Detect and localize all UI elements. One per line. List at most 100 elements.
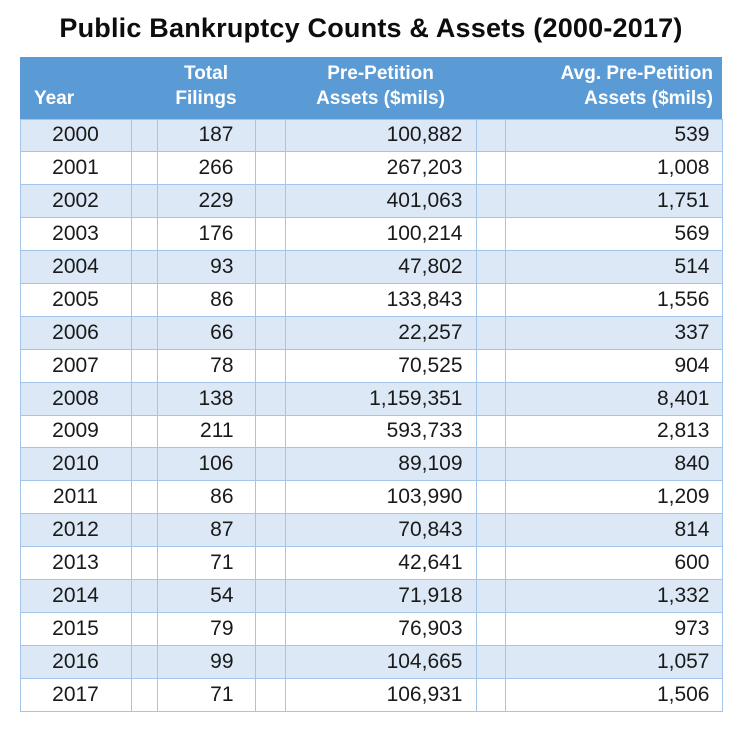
filings-cell: 229	[156, 184, 256, 219]
filings-cell: 79	[156, 611, 256, 646]
table-row-2017: 2017 71 106,931 1,506	[19, 677, 723, 712]
spacer-cell	[475, 611, 506, 646]
year-cell: 2000	[19, 118, 132, 153]
filings-cell: 93	[156, 250, 256, 284]
year-cell: 2008	[19, 381, 132, 416]
header-total-filings-line2: Filings	[175, 88, 237, 110]
table-row-2015: 2015 79 76,903 973	[19, 611, 723, 646]
year-cell: 2003	[19, 217, 132, 252]
filings-cell: 66	[156, 315, 256, 350]
year-cell: 2009	[19, 414, 132, 449]
year-cell: 2005	[19, 282, 132, 317]
table-row-2014: 2014 54 71,918 1,332	[19, 578, 723, 613]
spacer-cell	[130, 480, 158, 515]
filings-cell: 266	[156, 151, 256, 186]
table-row-2009: 2009 211 593,733 2,813	[19, 414, 723, 449]
avg-assets-cell: 1,209	[504, 480, 723, 515]
spacer-cell	[254, 250, 286, 284]
avg-assets-cell: 904	[504, 348, 723, 383]
spacer-cell	[130, 513, 158, 548]
header-prepetition-assets: Pre-Petition Assets ($mils)	[285, 57, 476, 119]
spacer-cell	[475, 184, 506, 219]
spacer-cell	[475, 315, 506, 350]
spacer-cell	[475, 644, 506, 679]
year-cell: 2002	[19, 184, 132, 219]
assets-cell: 42,641	[284, 546, 477, 580]
spacer-cell	[254, 644, 286, 679]
filings-cell: 78	[156, 348, 256, 383]
bankruptcy-table: Year Total Filings Pre-Petition Assets (…	[19, 57, 723, 712]
spacer-cell	[254, 184, 286, 219]
assets-cell: 89,109	[284, 447, 477, 482]
filings-cell: 176	[156, 217, 256, 252]
assets-cell: 103,990	[284, 480, 477, 515]
table-row-2002: 2002 229 401,063 1,751	[19, 184, 723, 219]
table-row-2016: 2016 99 104,665 1,057	[19, 644, 723, 679]
spacer-cell	[130, 677, 158, 712]
spacer-cell	[475, 250, 506, 284]
header-total-filings: Total Filings	[157, 57, 255, 119]
table-header: Year Total Filings Pre-Petition Assets (…	[20, 57, 722, 119]
filings-cell: 106	[156, 447, 256, 482]
header-spacer	[476, 57, 505, 119]
table-row-2004: 2004 93 47,802 514	[19, 250, 723, 284]
spacer-cell	[254, 282, 286, 317]
header-spacer	[131, 57, 157, 119]
header-spacer	[255, 57, 285, 119]
filings-cell: 86	[156, 282, 256, 317]
filings-cell: 211	[156, 414, 256, 449]
spacer-cell	[475, 447, 506, 482]
filings-cell: 187	[156, 118, 256, 153]
table-row-2003: 2003 176 100,214 569	[19, 217, 723, 252]
spacer-cell	[475, 282, 506, 317]
spacer-cell	[254, 677, 286, 712]
assets-cell: 76,903	[284, 611, 477, 646]
year-cell: 2011	[19, 480, 132, 515]
avg-assets-cell: 600	[504, 546, 723, 580]
spacer-cell	[254, 315, 286, 350]
assets-cell: 47,802	[284, 250, 477, 284]
spacer-cell	[475, 381, 506, 416]
spacer-cell	[254, 447, 286, 482]
assets-cell: 100,882	[284, 118, 477, 153]
table-body: 2000 187 100,882 539 2001 266 267,203 1,…	[19, 118, 723, 712]
assets-cell: 401,063	[284, 184, 477, 219]
table-row-2012: 2012 87 70,843 814	[19, 513, 723, 548]
assets-cell: 70,525	[284, 348, 477, 383]
table-row-2001: 2001 266 267,203 1,008	[19, 151, 723, 186]
avg-assets-cell: 569	[504, 217, 723, 252]
header-total-filings-line1: Total	[184, 63, 228, 85]
filings-cell: 138	[156, 381, 256, 416]
avg-assets-cell: 1,751	[504, 184, 723, 219]
spacer-cell	[130, 578, 158, 613]
spacer-cell	[130, 644, 158, 679]
spacer-cell	[130, 381, 158, 416]
page-title: Public Bankruptcy Counts & Assets (2000-…	[59, 13, 683, 43]
spacer-cell	[254, 217, 286, 252]
year-cell: 2017	[19, 677, 132, 712]
spacer-cell	[130, 348, 158, 383]
header-prepetition-assets-line1: Pre-Petition	[327, 63, 434, 85]
spacer-cell	[130, 118, 158, 153]
year-cell: 2006	[19, 315, 132, 350]
filings-cell: 71	[156, 546, 256, 580]
spacer-cell	[475, 151, 506, 186]
spacer-cell	[254, 348, 286, 383]
spacer-cell	[475, 348, 506, 383]
header-avg-prepetition-assets-line2: Assets ($mils)	[584, 88, 713, 110]
spacer-cell	[475, 414, 506, 449]
table-row-2000: 2000 187 100,882 539	[19, 118, 723, 153]
spacer-cell	[130, 447, 158, 482]
spacer-cell	[130, 611, 158, 646]
avg-assets-cell: 1,008	[504, 151, 723, 186]
year-cell: 2004	[19, 250, 132, 284]
header-avg-prepetition-assets-line1: Avg. Pre-Petition	[560, 63, 713, 85]
spacer-cell	[254, 513, 286, 548]
avg-assets-cell: 2,813	[504, 414, 723, 449]
spacer-cell	[130, 546, 158, 580]
filings-cell: 87	[156, 513, 256, 548]
table-row-2005: 2005 86 133,843 1,556	[19, 282, 723, 317]
assets-cell: 104,665	[284, 644, 477, 679]
avg-assets-cell: 539	[504, 118, 723, 153]
